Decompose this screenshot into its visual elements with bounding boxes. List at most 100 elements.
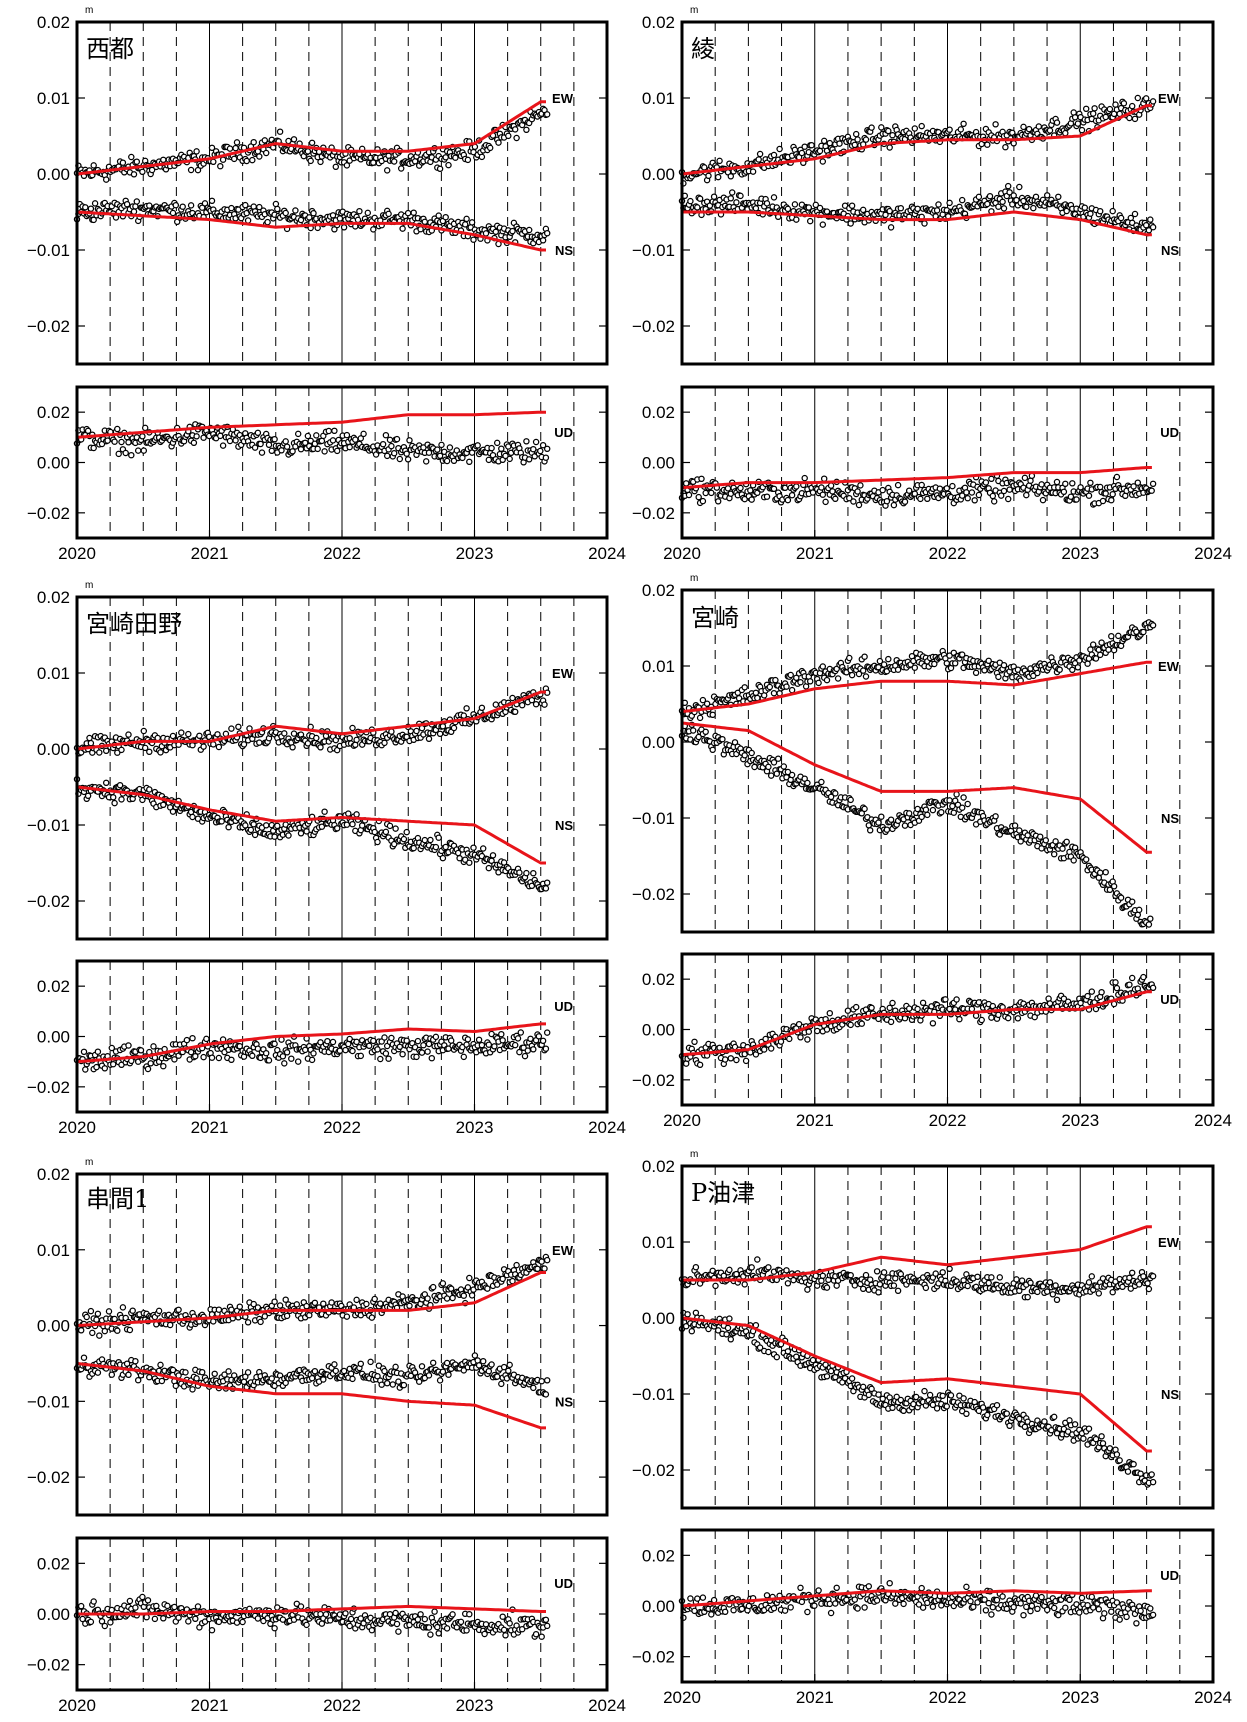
observed-point [139,168,146,176]
observed-point [262,822,270,829]
observed-point [1113,473,1121,481]
observed-point [141,424,149,432]
observed-point [450,724,458,732]
observed-point [714,173,722,181]
x-tick-label: 2020 [58,544,96,563]
observed-point [283,1312,291,1320]
observed-point [82,204,89,211]
observed-point [363,1300,370,1308]
observed-point [382,828,390,836]
observed-point [938,808,945,816]
observed-point [425,1040,433,1048]
observed-point [148,166,156,174]
observed-point [128,153,135,161]
observed-point [368,1314,376,1321]
observed-series-ns [73,197,551,248]
observed-point [425,735,433,743]
observed-point [727,1055,735,1062]
observed-point [434,446,441,453]
observed-point [189,813,196,821]
observed-series-ud [73,421,551,466]
observed-point [933,207,941,214]
observed-point [958,196,966,204]
observed-point [981,667,988,674]
y-tick-label: −0.02 [27,1078,70,1097]
observed-point [303,1302,310,1310]
observed-point [349,1375,356,1383]
observed-point [816,147,824,155]
observed-point [388,442,395,450]
observed-point [108,1371,116,1378]
observed-point [532,700,540,708]
observed-point [963,489,970,496]
observed-point [538,1258,545,1265]
observed-point [1085,492,1093,499]
observed-point [1087,646,1094,653]
observed-point [172,201,180,209]
observed-point [208,197,216,205]
observed-point [377,1055,384,1063]
observed-point [960,120,967,128]
observed-point [256,153,263,160]
observed-point [262,1049,270,1057]
observed-point [243,157,250,165]
y-tick-label: 0.01 [37,89,70,108]
observed-point [1148,487,1155,494]
x-tick-label: 2024 [588,1118,626,1137]
observed-point [109,794,117,801]
observed-point [943,485,951,492]
observed-point [133,158,141,165]
observed-point [887,816,895,823]
observed-point [1108,496,1115,504]
observed-point [897,204,905,212]
observed-point [737,192,744,200]
observed-point [1087,210,1094,217]
observed-point [404,456,412,463]
observed-point [685,491,693,499]
observed-point [493,439,501,447]
observed-point [709,711,716,719]
observed-point [215,1306,223,1313]
observed-point [859,206,867,214]
observed-point [399,1050,406,1058]
observed-point [815,679,822,687]
observed-point [134,447,142,454]
observed-point [460,1053,468,1061]
observed-point [189,1034,196,1042]
observed-point [498,1030,505,1038]
observed-point [543,111,551,118]
observed-point [400,835,408,843]
observed-point [523,126,530,134]
observed-point [956,1015,963,1023]
observed-point [737,484,744,492]
observed-point [741,752,748,759]
y-tick-label: 0.01 [642,89,675,108]
unit-label: m [85,1157,93,1168]
station-name: 宮崎 [691,604,739,632]
observed-point [532,438,540,446]
observed-point [1096,651,1104,659]
y-tick-label: 0.00 [642,454,675,473]
observed-point [232,144,239,152]
observed-point [250,138,257,146]
observed-point [1131,115,1139,123]
panel-frame [75,20,609,366]
observed-point [94,1048,102,1055]
observed-point [1034,669,1041,677]
observed-point [751,763,758,771]
observed-point [1089,110,1097,117]
observed-point [846,654,853,662]
observed-point [1117,214,1125,222]
observed-point [297,830,305,837]
observed-point [268,447,276,455]
observed-point [797,1034,804,1041]
observed-point [492,701,500,708]
observed-point [523,869,530,877]
observed-point [992,813,999,820]
observed-point [90,162,97,169]
observed-point [257,440,264,448]
observed-point [847,220,854,227]
observed-point [256,203,263,211]
observed-point [283,1049,291,1056]
